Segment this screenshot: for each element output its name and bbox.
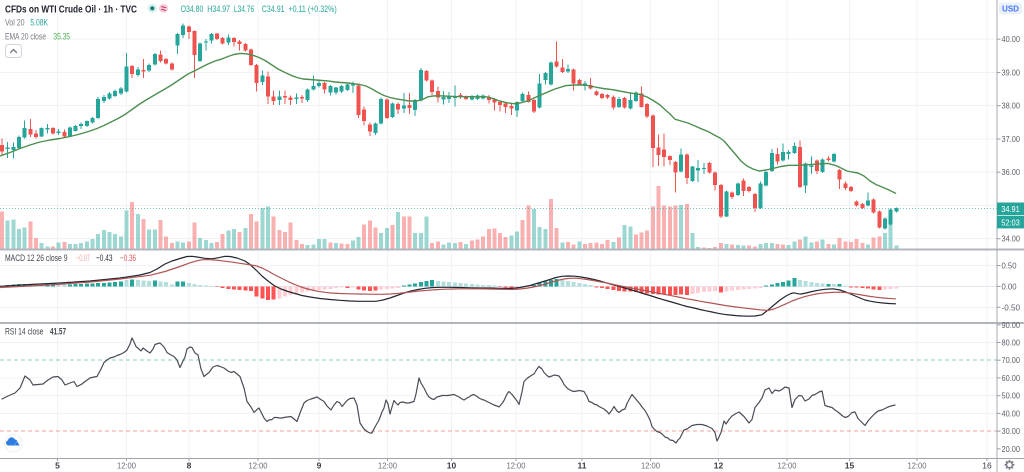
- svg-text:12:00: 12:00: [778, 461, 797, 471]
- svg-text:12:00: 12:00: [117, 461, 136, 471]
- svg-text:11: 11: [578, 461, 587, 471]
- svg-text:+0.11 (+0.32%): +0.11 (+0.32%): [289, 4, 337, 15]
- svg-text:12:00: 12:00: [908, 461, 927, 471]
- svg-text:37.00: 37.00: [1002, 134, 1021, 144]
- svg-text:80.00: 80.00: [1002, 338, 1021, 348]
- svg-text:39.00: 39.00: [1002, 68, 1021, 78]
- svg-text:−0.07: −0.07: [76, 253, 90, 264]
- svg-text:16: 16: [982, 461, 992, 471]
- svg-text:9: 9: [317, 461, 322, 471]
- svg-text:L34.76: L34.76: [234, 4, 254, 15]
- svg-text:0.00: 0.00: [1002, 281, 1017, 291]
- svg-text:5.08K: 5.08K: [30, 17, 48, 28]
- svg-text:40.00: 40.00: [1002, 34, 1021, 44]
- svg-text:RSI 14 close: RSI 14 close: [5, 327, 43, 338]
- svg-text:12: 12: [714, 461, 724, 471]
- svg-text:Vol 20: Vol 20: [5, 17, 25, 28]
- svg-text:MACD 12 26 close 9: MACD 12 26 close 9: [5, 253, 68, 264]
- svg-text:40.00: 40.00: [1002, 408, 1021, 418]
- svg-text:52:03: 52:03: [1001, 217, 1020, 227]
- svg-text:70.00: 70.00: [1002, 355, 1021, 365]
- svg-text:15: 15: [845, 461, 855, 471]
- svg-text:12:00: 12:00: [507, 461, 526, 471]
- svg-text:30.00: 30.00: [1002, 426, 1021, 436]
- svg-text:41.57: 41.57: [50, 327, 66, 338]
- svg-text:10: 10: [447, 461, 457, 471]
- svg-text:38.00: 38.00: [1002, 101, 1021, 111]
- svg-text:USD: USD: [1002, 4, 1019, 14]
- svg-text:-0.50: -0.50: [1002, 302, 1021, 312]
- svg-text:36.00: 36.00: [1002, 167, 1021, 177]
- svg-text:O34.80: O34.80: [181, 4, 204, 15]
- svg-text:20.00: 20.00: [1002, 444, 1021, 454]
- svg-text:5: 5: [55, 461, 60, 471]
- svg-text:H34.97: H34.97: [207, 4, 230, 15]
- svg-text:60.00: 60.00: [1002, 373, 1021, 383]
- svg-text:90.00: 90.00: [1002, 320, 1021, 330]
- svg-text:35.35: 35.35: [53, 32, 70, 43]
- svg-text:12:00: 12:00: [641, 461, 660, 471]
- svg-text:0.50: 0.50: [1002, 261, 1017, 271]
- svg-text:EMA 20 close: EMA 20 close: [5, 32, 46, 43]
- svg-text:−0.43: −0.43: [96, 253, 113, 264]
- svg-text:8: 8: [187, 461, 192, 471]
- svg-text:C34.91: C34.91: [262, 4, 285, 15]
- svg-text:34.91: 34.91: [1001, 204, 1020, 214]
- svg-text:12:00: 12:00: [249, 461, 268, 471]
- svg-text:−0.36: −0.36: [120, 253, 136, 264]
- svg-text:12:00: 12:00: [378, 461, 397, 471]
- svg-text:50.00: 50.00: [1002, 391, 1021, 401]
- svg-text:34.00: 34.00: [1002, 234, 1021, 244]
- svg-text:CFDs on WTI Crude Oil · 1h · T: CFDs on WTI Crude Oil · 1h · TVC: [5, 3, 137, 15]
